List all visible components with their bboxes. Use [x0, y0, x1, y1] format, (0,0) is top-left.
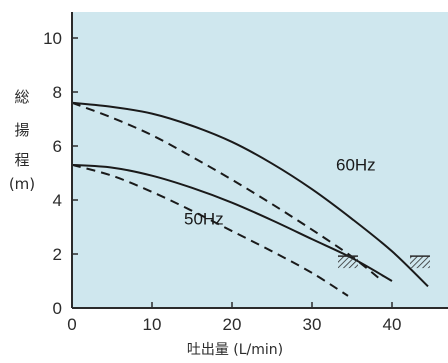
- x-tick-label-40: 40: [383, 315, 402, 334]
- plot-area: [72, 12, 448, 308]
- series-60hz-solid: [72, 101, 429, 288]
- curve-label-60hz: 60Hz: [336, 155, 376, 174]
- series-1-dashed: [72, 101, 384, 282]
- y-tick-label-8: 8: [53, 83, 62, 102]
- x-tick-label-10: 10: [143, 315, 162, 334]
- y-tick-label-6: 6: [53, 137, 62, 156]
- y-axis-label-part-2: 程: [14, 151, 29, 169]
- x-axis-label: 吐出量 (L/min): [187, 342, 283, 358]
- y-tick-label-4: 4: [53, 191, 62, 210]
- x-tick-label-0: 0: [67, 315, 76, 334]
- y-axis-label-part-1: 揚: [14, 121, 29, 139]
- series-3-dashed: [72, 163, 349, 297]
- series-50hz-solid: [72, 163, 393, 282]
- curve-label-50hz: 50Hz: [184, 209, 224, 228]
- y-axis-label-part-0: 総: [14, 88, 29, 106]
- hatch-mark-0: [338, 256, 358, 269]
- y-tick-label-10: 10: [43, 29, 62, 48]
- y-axis-label-part-3: (m): [9, 175, 35, 193]
- x-tick-label-30: 30: [303, 315, 322, 334]
- y-tick-label-0: 0: [53, 299, 62, 318]
- x-tick-label-20: 20: [223, 315, 242, 334]
- hatch-mark-1: [410, 256, 430, 269]
- y-tick-label-2: 2: [53, 245, 62, 264]
